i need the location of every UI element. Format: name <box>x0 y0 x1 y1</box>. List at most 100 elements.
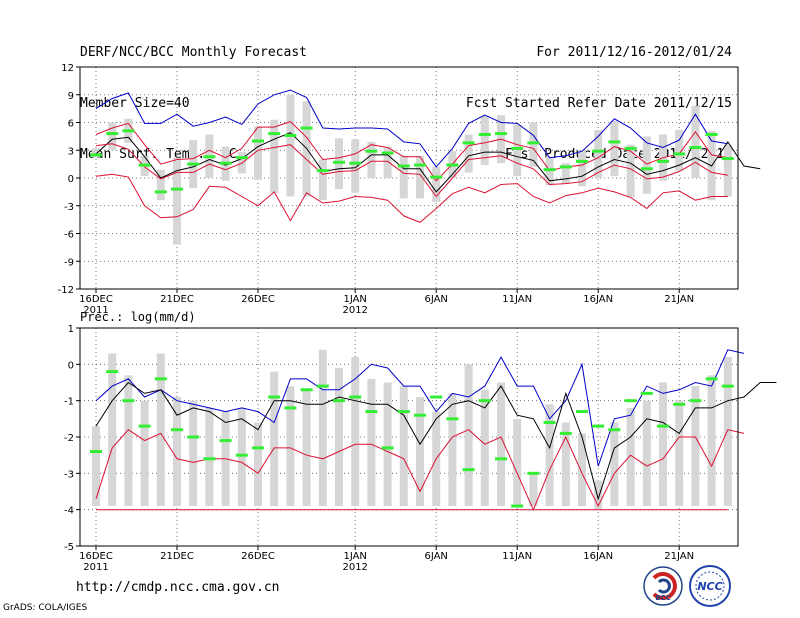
temp-ensemble-marker <box>333 160 345 164</box>
prec-ensemble-marker <box>122 399 135 403</box>
prec-spread-box <box>448 393 457 507</box>
prec-ensemble-marker <box>252 446 264 450</box>
temp-series-max <box>95 89 728 168</box>
temp-ensemble-marker <box>511 146 524 150</box>
prec-xtick-label: 6JAN <box>424 551 447 562</box>
temp-ensemble-marker <box>349 161 362 165</box>
temp-ytick-label: 9 <box>68 91 74 102</box>
prec-spread-box <box>561 422 570 507</box>
prec-spread-box <box>254 422 262 507</box>
temp-ensemble-marker <box>673 152 686 156</box>
temp-xtick-label: 16DEC <box>79 294 113 305</box>
temp-ensemble-marker <box>446 163 459 167</box>
prec-xtick-label: 21DEC <box>160 551 194 562</box>
forecast-period: For 2011/12/16-2012/01/24 <box>536 45 732 60</box>
prec-ensemble-marker <box>705 377 718 381</box>
temp-series-min <box>95 173 728 223</box>
prec-spread-box <box>464 364 473 507</box>
temp-ensemble-marker <box>478 133 491 137</box>
prec-ensemble-marker <box>414 413 426 417</box>
temp-spread-box <box>399 155 408 199</box>
temp-spread-box <box>594 129 603 178</box>
source-url[interactable]: http://cmdp.ncc.cma.gov.cn <box>76 580 280 595</box>
prec-ensemble-marker <box>397 410 410 414</box>
temp-spread-box <box>92 148 100 158</box>
prec-ensemble-marker <box>543 420 556 424</box>
temp-spread-box <box>561 163 570 184</box>
prec-ensemble-marker <box>689 399 702 403</box>
prec-ensemble-marker <box>90 450 102 454</box>
temp-ytick-label: 12 <box>61 63 74 74</box>
prec-ensemble-marker <box>446 417 459 421</box>
prec-spread-box <box>610 422 619 507</box>
prec-ensemble-marker <box>316 384 329 388</box>
prec-ensemble-marker <box>511 504 524 508</box>
prec-ensemble-marker <box>154 377 167 381</box>
temp-ensemble-marker <box>219 161 232 165</box>
temp-ensemble-marker <box>430 175 443 179</box>
temp-spread-box <box>108 122 117 151</box>
prec-panel-title: Prec.: log(mm/d) <box>80 310 196 324</box>
temp-spread-box <box>675 129 684 171</box>
temp-xtick-label: 1JAN <box>343 294 366 305</box>
temp-ytick-label: 0 <box>68 174 74 185</box>
temp-ensemble-marker <box>235 156 248 160</box>
temp-ensemble-marker <box>284 133 297 137</box>
prec-spread-box <box>205 407 214 507</box>
prec-spread-box <box>642 400 651 507</box>
prec-spread-box <box>156 353 165 507</box>
temp-ensemble-marker <box>316 169 329 173</box>
prec-ytick-label: 0 <box>68 360 74 371</box>
temp-xtick-year-label: 2011 <box>83 305 108 316</box>
prec-spread-box <box>529 473 538 507</box>
temp-ensemble-marker <box>397 164 410 168</box>
temp-spread-box <box>270 119 279 193</box>
temp-ytick-label: -9 <box>64 257 74 268</box>
temp-ensemble-marker <box>414 163 426 167</box>
temp-ensemble-marker <box>462 141 475 145</box>
prec-xtick-label: 16JAN <box>583 551 613 562</box>
prec-spread-box <box>707 375 716 507</box>
prec-ensemble-marker <box>462 468 475 472</box>
prec-ensemble-marker <box>430 395 443 399</box>
temp-ensemble-marker <box>721 157 734 161</box>
temp-spread-box <box>173 157 181 245</box>
temp-series-upper-mid <box>95 121 728 182</box>
prec-ytick-label: -5 <box>64 542 74 553</box>
temp-xtick-label: 21JAN <box>664 294 694 305</box>
prec-ensemble-marker <box>300 388 313 392</box>
prec-series-max <box>95 349 745 467</box>
prec-ensemble-marker <box>624 399 637 403</box>
prec-spread-box <box>92 426 100 507</box>
prec-ensemble-marker <box>673 402 686 406</box>
prec-ensemble-marker <box>478 399 491 403</box>
chart-title: DERF/NCC/BCC Monthly Forecast <box>80 45 307 60</box>
prec-spread-box <box>140 400 149 507</box>
grads-credit: GrADS: COLA/IGES <box>3 603 88 613</box>
temp-spread-box <box>367 141 376 178</box>
prec-spread-box <box>335 367 343 507</box>
prec-ensemble-marker <box>592 424 605 428</box>
prec-ensemble-marker <box>527 471 540 475</box>
prec-spread-box <box>108 353 117 507</box>
prec-spread-box <box>270 371 279 507</box>
prec-ensemble-marker <box>640 391 653 395</box>
temp-ensemble-marker <box>252 139 264 143</box>
temp-spread-box <box>723 144 732 197</box>
prec-spread-box <box>723 357 732 507</box>
prec-spread-box <box>691 386 700 507</box>
prec-xtick-year-label: 2012 <box>342 562 367 573</box>
temp-series-mean <box>95 132 761 193</box>
prec-spread-box <box>513 418 522 507</box>
temp-ensemble-marker <box>624 146 637 150</box>
temp-spread-box <box>578 150 586 187</box>
prec-ytick-label: -2 <box>64 433 74 444</box>
prec-spread-box <box>416 397 424 507</box>
temp-spread-box <box>432 166 441 203</box>
prec-xtick-label: 1JAN <box>343 551 366 562</box>
temp-spread-box <box>318 159 327 201</box>
prec-spread-box <box>545 404 554 507</box>
temp-spread-box <box>156 169 165 201</box>
temp-ytick-label: -6 <box>64 230 74 241</box>
prec-ensemble-marker <box>576 410 588 414</box>
